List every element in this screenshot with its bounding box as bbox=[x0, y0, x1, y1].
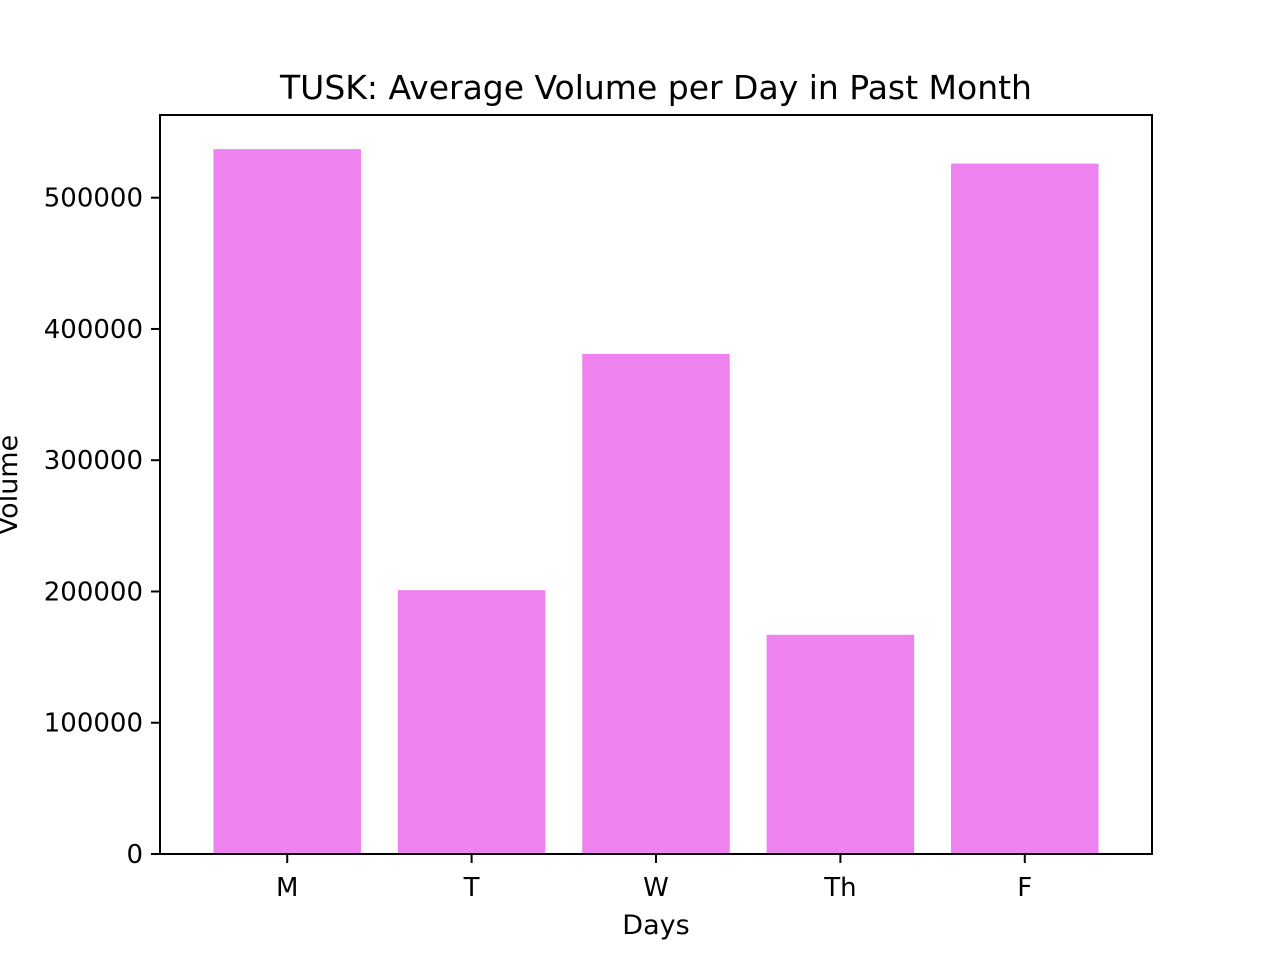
bar-w bbox=[582, 353, 730, 854]
bar-th bbox=[766, 634, 915, 854]
y-tick-label: 100000 bbox=[44, 709, 143, 739]
y-tick-label: 200000 bbox=[44, 577, 143, 607]
x-axis-label: Days bbox=[622, 910, 689, 941]
x-tick-label: Th bbox=[823, 873, 856, 903]
y-tick-label: 500000 bbox=[44, 184, 143, 214]
y-axis-label: Volume bbox=[0, 435, 24, 535]
y-tick-label: 300000 bbox=[44, 446, 143, 476]
chart-title: TUSK: Average Volume per Day in Past Mon… bbox=[279, 68, 1032, 107]
bar-m bbox=[213, 149, 361, 855]
y-axis: 0 100000 200000 300000 400000 500000 bbox=[44, 184, 160, 870]
bar-f bbox=[951, 163, 1099, 855]
x-axis: M T W Th F bbox=[276, 854, 1032, 903]
x-tick-label: T bbox=[463, 873, 480, 903]
x-tick-label: F bbox=[1017, 873, 1032, 903]
bar-t bbox=[397, 590, 546, 854]
x-tick-label: W bbox=[643, 873, 669, 903]
y-tick-label: 0 bbox=[126, 840, 143, 870]
y-tick-label: 400000 bbox=[44, 315, 143, 345]
bars-group bbox=[213, 149, 1099, 855]
x-tick-label: M bbox=[276, 873, 298, 903]
